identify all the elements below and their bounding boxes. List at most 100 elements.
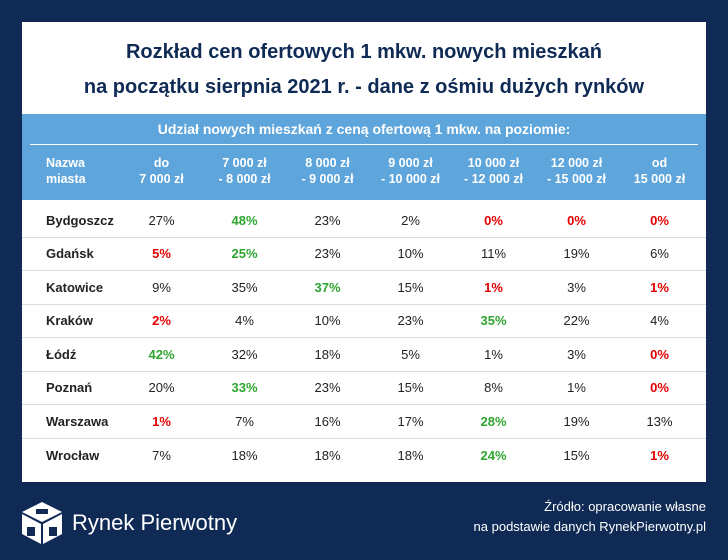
table-cell: 5% [401,346,420,362]
table-cell: 48% [231,212,258,228]
table-cell: 23% [314,212,341,228]
column-header: 12 000 zł - 15 000 zł [535,155,618,187]
table-cell: 22% [563,313,590,329]
table-cell: 0% [650,346,669,362]
table-cell: 18% [314,346,341,362]
column-header-line: 7 000 zł [139,172,184,186]
table-cell: 0% [650,212,669,228]
table-cell: 24% [480,447,507,463]
table-cell: 18% [314,447,341,463]
column-header-line: 12 000 zł [550,156,603,170]
city-name: Warszawa [46,413,109,429]
table-row: Łódź 42% 32% 18% 5% 1% 3% 0% [22,338,706,372]
column-header-line: 9 000 zł [388,156,433,170]
table-header: Udział nowych mieszkań z ceną ofertową 1… [22,114,706,200]
table-cell: 28% [480,413,507,429]
table-cell: 25% [231,246,258,262]
table-cell: 42% [148,346,175,362]
column-header-line: - 10 000 zł [380,172,441,186]
logo-text: Rynek Pierwotny [72,510,238,535]
table-cell: 20% [148,380,175,396]
table-cell: 2% [401,212,420,228]
table-cell: 4% [650,313,669,329]
title-line-2: na początku sierpnia 2021 r. - dane z oś… [83,76,645,98]
table-cell: 15% [563,447,590,463]
table-cell: 5% [152,246,171,262]
city-name: Kraków [46,313,93,329]
page-title: Rozkład cen ofertowych 1 mkw. nowych mie… [22,22,706,105]
table-cell: 7% [235,413,254,429]
city-name: Bydgoszcz [46,212,114,228]
table-cell: 1% [484,279,503,295]
city-name: Wrocław [46,447,100,463]
table-cell: 1% [567,380,586,396]
column-header-line: 7 000 zł [222,156,267,170]
table-cell: 32% [231,346,258,362]
table-row: Kraków 2% 4% 10% 23% 35% 22% 4% [22,305,706,338]
city-name: Katowice [46,279,104,295]
table-cell: 0% [650,380,669,396]
table-cell: 23% [314,380,341,396]
table-cell: 17% [397,413,424,429]
source-note: Źródło: opracowanie własne na podstawie … [474,497,706,537]
logo: Rynek Pierwotny [20,500,237,546]
table-cell: 1% [650,279,669,295]
column-header-line: od [651,156,668,170]
table-cell: 7% [152,447,171,463]
table-cell: 2% [152,313,171,329]
table-cell: 18% [231,447,258,463]
table-cell: 1% [650,447,669,463]
table-cell: 10% [397,246,424,262]
table-cell: 19% [563,413,590,429]
source-line-1: Źródło: opracowanie własne [544,499,706,514]
table-cell: 16% [314,413,341,429]
table-cell: 4% [235,313,254,329]
table-card: Rozkład cen ofertowych 1 mkw. nowych mie… [22,22,706,482]
column-header: 8 000 zł - 9 000 zł [286,155,369,187]
table-cell: 8% [484,380,503,396]
city-name: Gdańsk [46,246,94,262]
column-header: Nazwa miasta [22,155,120,187]
column-header-line: 10 000 zł [467,156,520,170]
column-header-line: - 15 000 zł [546,172,607,186]
table-cell: 1% [152,413,171,429]
column-header-line: - 9 000 zł [301,172,354,186]
column-headers: Nazwa miasta do 7 000 zł 7 000 zł - 8 000 zł 8… [22,145,706,187]
column-header-line: 15 000 zł [633,172,686,186]
table-cell: 6% [650,246,669,262]
table-cell: 15% [397,279,424,295]
table-row: Wrocław 7% 18% 18% 18% 24% 15% 1% [22,439,706,473]
source-line-2: na podstawie danych RynekPierwotny.pl [473,519,706,534]
table-cell: 33% [231,380,258,396]
table-cell: 3% [567,279,586,295]
table-cell: 27% [148,212,175,228]
table-row: Bydgoszcz 27% 48% 23% 2% 0% 0% 0% [22,204,706,238]
column-header: do 7 000 zł [120,155,203,187]
title-line-1: Rozkład cen ofertowych 1 mkw. nowych mie… [125,41,603,63]
table-cell: 9% [152,279,171,295]
column-header-line: do [153,156,170,170]
column-header-line: miasta [46,172,86,186]
table-cell: 19% [563,246,590,262]
column-header: 10 000 zł - 12 000 zł [452,155,535,187]
table-cell: 11% [480,246,507,262]
city-name: Poznań [46,380,93,396]
table-cell: 0% [567,212,586,228]
table-row: Katowice 9% 35% 37% 15% 1% 3% 1% [22,271,706,305]
column-header: od 15 000 zł [618,155,701,187]
table-row: Warszawa 1% 7% 16% 17% 28% 19% 13% [22,405,706,439]
table-subtitle: Udział nowych mieszkań z ceną ofertową 1… [30,114,698,145]
table-cell: 35% [231,279,258,295]
column-header-line: Nazwa [46,156,85,170]
table-cell: 10% [314,313,341,329]
table-cell: 23% [397,313,424,329]
column-header: 7 000 zł - 8 000 zł [203,155,286,187]
column-header-line: - 12 000 zł [463,172,524,186]
table-body: Bydgoszcz 27% 48% 23% 2% 0% 0% 0% Gdańsk 5% 25% 23%… [22,204,706,472]
column-header-line: - 8 000 zł [218,172,271,186]
table-row: Poznań 20% 33% 23% 15% 8% 1% 0% [22,372,706,405]
table-cell: 37% [314,279,341,295]
table-cell: 15% [397,380,424,396]
table-row: Gdańsk 5% 25% 23% 10% 11% 19% 6% [22,238,706,271]
table-cell: 23% [314,246,341,262]
